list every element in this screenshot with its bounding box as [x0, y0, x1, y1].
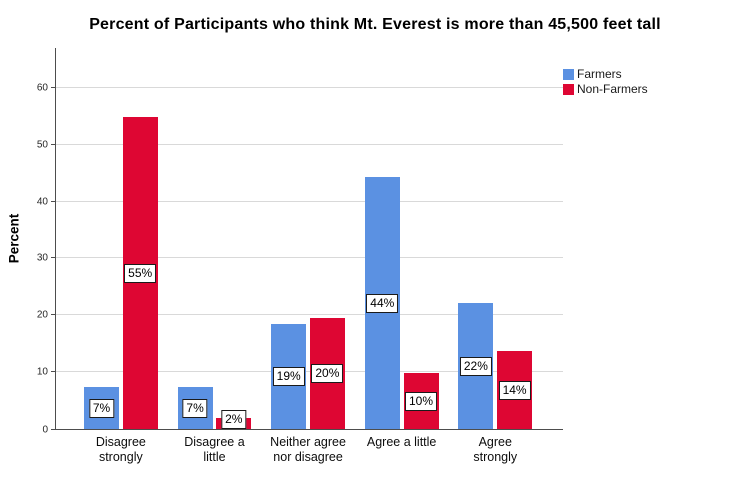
legend-item-farmers: Farmers	[563, 68, 648, 80]
legend-label: Farmers	[577, 67, 622, 81]
y-tick-mark	[51, 314, 55, 315]
bar-value-label: 7%	[182, 398, 208, 418]
bar-value-label: 22%	[459, 356, 492, 376]
x-tick-label: Neither agree nor disagree	[270, 435, 346, 464]
bar-value-label: 20%	[311, 364, 344, 384]
x-tick-label: Disagree a little	[184, 435, 245, 464]
legend-swatch-icon	[563, 83, 574, 95]
y-tick-mark	[51, 201, 55, 202]
y-tick-label: 60	[36, 82, 48, 94]
bar-value-label: 14%	[498, 380, 531, 400]
bar-value-label: 19%	[272, 367, 305, 387]
y-tick-mark	[51, 87, 55, 88]
legend-swatch-icon	[563, 68, 574, 80]
gridline	[56, 371, 563, 372]
bar-value-label: 2%	[221, 410, 247, 429]
y-tick-mark	[51, 144, 55, 145]
legend-label: Non-Farmers	[577, 82, 648, 96]
y-axis-title: Percent	[6, 213, 22, 264]
y-tick-label: 20	[36, 309, 48, 321]
x-tick-label: Agree strongly	[473, 435, 518, 464]
bar-value-label: 44%	[366, 293, 399, 313]
bar-value-label: 55%	[124, 263, 157, 283]
y-tick-label: 30	[36, 252, 48, 264]
y-tick-mark	[51, 371, 55, 372]
gridline	[56, 201, 563, 202]
bar-value-label: 10%	[404, 392, 438, 412]
gridline	[56, 257, 563, 258]
plot-area: 0 10 20 30 40 50 60 7% 7% 19% 44% 22% 55% 2% 20% 10% 14%…	[37, 48, 563, 464]
y-tick-label: 0	[42, 424, 48, 436]
y-tick-mark	[51, 257, 55, 258]
x-tick-label: Agree a little	[366, 435, 437, 449]
y-tick-label: 40	[36, 196, 48, 208]
y-tick-mark	[51, 429, 55, 430]
gridline	[56, 314, 563, 315]
y-tick-label: 50	[36, 139, 48, 151]
gridline	[56, 144, 563, 145]
bar-value-label: 7%	[88, 398, 115, 418]
x-tick-label: Disagree strongly	[95, 435, 146, 464]
legend-item-non-farmers: Non-Farmers	[563, 83, 648, 95]
chart-title: Percent of Participants who think Mt. Ev…	[89, 16, 661, 33]
legend: Farmers Non-Farmers	[563, 68, 648, 98]
y-tick-label: 10	[36, 366, 48, 378]
gridline	[56, 87, 563, 88]
